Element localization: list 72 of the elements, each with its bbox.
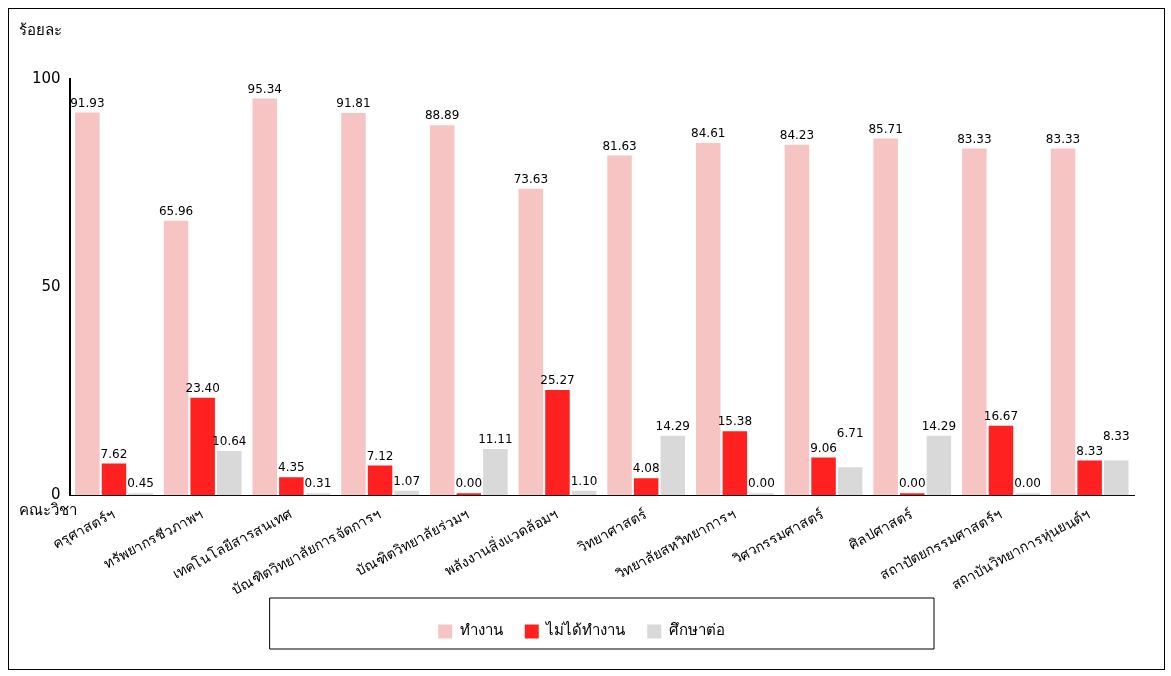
bar — [926, 435, 952, 496]
bar — [545, 390, 570, 496]
data-label: 16.67 — [983, 408, 1019, 423]
y-axis-title: ร้อยละ — [19, 21, 62, 40]
bar — [305, 493, 331, 496]
data-label: 85.71 — [868, 121, 903, 136]
bar — [784, 144, 810, 496]
data-label: 14.29 — [655, 418, 690, 433]
data-label: 95.34 — [247, 81, 282, 96]
bar — [607, 155, 632, 496]
bar — [962, 148, 987, 496]
bar — [279, 477, 304, 496]
data-label: 73.63 — [513, 171, 549, 186]
data-label: 1.07 — [393, 473, 421, 488]
data-label: 84.61 — [691, 126, 726, 141]
bar — [429, 125, 455, 496]
data-label: 0.00 — [898, 476, 926, 491]
bar — [660, 435, 686, 496]
data-label: 1.10 — [570, 473, 598, 488]
legend-label: ศึกษาต่อ — [668, 621, 725, 640]
data-label: 0.00 — [1014, 476, 1041, 491]
bar — [456, 493, 482, 496]
y-tick-label: 50 — [41, 277, 61, 296]
bar — [75, 112, 100, 496]
bar — [190, 397, 215, 496]
data-label: 4.08 — [632, 461, 660, 476]
bar — [633, 478, 659, 496]
bar — [217, 450, 242, 496]
bar — [367, 465, 393, 496]
data-label: 8.33 — [1102, 428, 1130, 443]
data-label: 81.63 — [602, 138, 637, 153]
data-label: 7.12 — [366, 448, 394, 463]
legend-label: ทำงาน — [459, 621, 503, 640]
data-label: 83.33 — [957, 131, 992, 146]
bar — [988, 425, 1014, 496]
bar — [341, 113, 366, 496]
bar — [811, 457, 836, 496]
data-label: 84.23 — [779, 127, 815, 142]
bar — [837, 467, 863, 496]
bar — [1050, 148, 1076, 496]
bar — [873, 138, 898, 496]
data-label: 15.38 — [717, 414, 753, 429]
data-label: 9.06 — [810, 440, 837, 455]
data-label: 0.31 — [304, 476, 332, 491]
data-label: 11.11 — [478, 432, 513, 447]
y-tick-label: 100 — [31, 68, 61, 87]
data-label: 7.62 — [100, 446, 128, 461]
data-label: 0.00 — [748, 476, 775, 491]
bar — [483, 448, 508, 496]
data-label: 91.93 — [70, 95, 105, 110]
data-label: 14.29 — [921, 418, 957, 433]
data-label: 25.27 — [540, 373, 575, 388]
bar — [1077, 460, 1102, 496]
bar — [900, 493, 925, 496]
data-label: 88.89 — [424, 108, 460, 123]
bar — [722, 431, 748, 496]
data-label: 0.45 — [127, 476, 154, 491]
data-label: 65.96 — [158, 203, 194, 218]
data-label: 6.71 — [836, 425, 864, 440]
bar — [1104, 460, 1129, 496]
legend-label: ไม่ได้ทำงาน — [545, 621, 626, 640]
data-label: 23.40 — [185, 380, 220, 395]
bar — [696, 143, 721, 496]
data-label: 91.81 — [336, 96, 371, 111]
data-label: 8.33 — [1076, 443, 1104, 458]
data-label: 4.35 — [278, 460, 305, 475]
bar — [101, 463, 127, 496]
bar — [128, 493, 153, 496]
data-label: 83.33 — [1045, 131, 1081, 146]
bar — [252, 98, 278, 496]
data-label: 0.00 — [455, 476, 483, 491]
bar — [394, 490, 419, 496]
